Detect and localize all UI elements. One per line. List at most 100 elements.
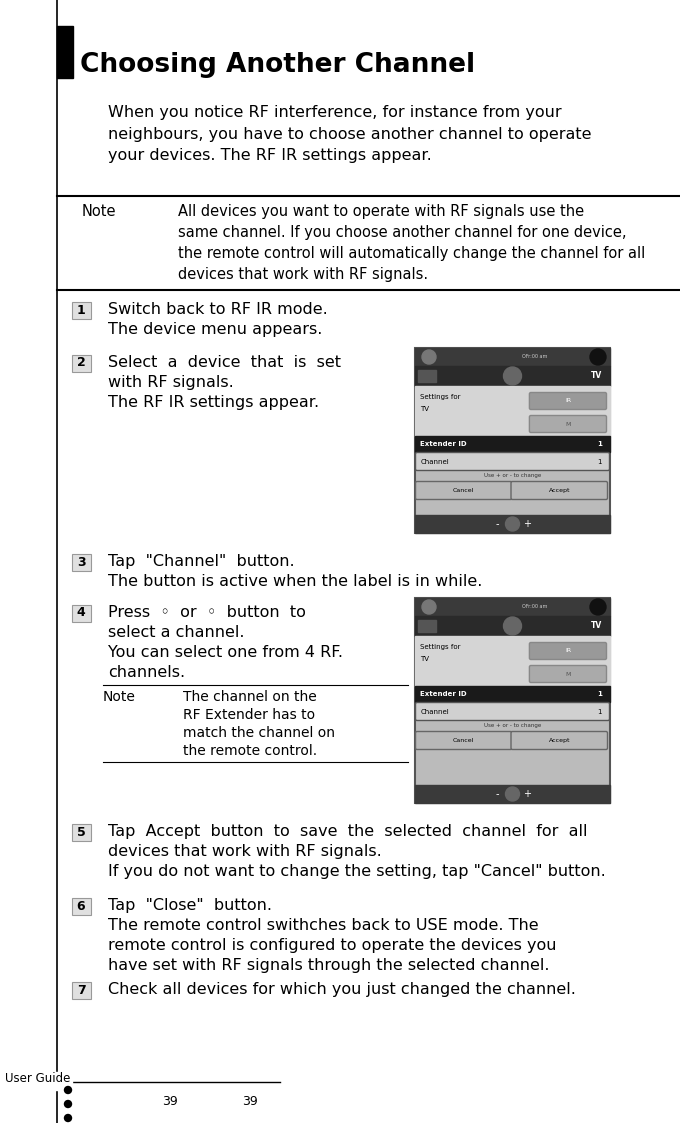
Bar <box>415 785 610 803</box>
Text: Note: Note <box>82 204 116 219</box>
FancyBboxPatch shape <box>530 416 607 432</box>
Circle shape <box>422 600 436 614</box>
Text: All devices you want to operate with RF signals use the
same channel. If you cho: All devices you want to operate with RF … <box>178 204 645 282</box>
FancyBboxPatch shape <box>71 554 90 570</box>
FancyBboxPatch shape <box>71 301 90 319</box>
Text: Extender ID: Extender ID <box>420 691 466 697</box>
Bar <box>415 515 610 533</box>
Text: Cancel: Cancel <box>453 489 475 493</box>
Text: Channel: Channel <box>421 709 449 714</box>
Circle shape <box>505 787 520 801</box>
Text: have set with RF signals through the selected channel.: have set with RF signals through the sel… <box>108 958 549 973</box>
FancyBboxPatch shape <box>511 731 607 749</box>
Text: 5: 5 <box>77 825 86 839</box>
Bar <box>415 366 610 386</box>
Circle shape <box>422 350 436 364</box>
Text: 2: 2 <box>77 356 86 369</box>
FancyBboxPatch shape <box>71 897 90 914</box>
Text: channels.: channels. <box>108 665 185 681</box>
Text: When you notice RF interference, for instance from your
neighbours, you have to : When you notice RF interference, for ins… <box>108 104 592 163</box>
Circle shape <box>503 617 522 634</box>
Text: Use + or - to change: Use + or - to change <box>484 473 541 477</box>
Text: 1: 1 <box>77 303 86 317</box>
Text: If you do not want to change the setting, tap "Cancel" button.: If you do not want to change the setting… <box>108 864 606 879</box>
Text: The button is active when the label is in while.: The button is active when the label is i… <box>108 574 482 588</box>
Bar <box>418 620 436 632</box>
Bar <box>415 617 610 636</box>
Text: TV: TV <box>420 656 429 661</box>
Text: OFr:00 am: OFr:00 am <box>522 355 547 359</box>
Bar <box>415 599 610 617</box>
Text: TV: TV <box>591 621 602 630</box>
Circle shape <box>65 1114 71 1122</box>
Text: TV: TV <box>420 407 429 412</box>
Text: Select  a  device  that  is  set: Select a device that is set <box>108 355 341 369</box>
FancyBboxPatch shape <box>415 703 609 721</box>
Text: You can select one from 4 RF.: You can select one from 4 RF. <box>108 645 343 660</box>
Text: 1: 1 <box>597 441 602 447</box>
Bar <box>415 348 610 366</box>
Text: select a channel.: select a channel. <box>108 626 245 640</box>
Text: 39: 39 <box>162 1095 178 1108</box>
Text: Switch back to RF IR mode.: Switch back to RF IR mode. <box>108 302 328 317</box>
FancyBboxPatch shape <box>71 823 90 840</box>
FancyBboxPatch shape <box>415 731 512 749</box>
FancyBboxPatch shape <box>530 666 607 683</box>
Text: Press  ◦  or  ◦  button  to: Press ◦ or ◦ button to <box>108 605 306 620</box>
Text: Cancel: Cancel <box>453 738 475 743</box>
FancyBboxPatch shape <box>511 482 607 500</box>
Text: Extender ID: Extender ID <box>420 441 466 447</box>
Text: the remote control.: the remote control. <box>183 745 317 758</box>
Text: Settings for: Settings for <box>420 394 460 400</box>
Text: 7: 7 <box>77 984 86 996</box>
Text: 1: 1 <box>598 709 602 714</box>
Text: IR: IR <box>565 399 571 403</box>
Text: Accept: Accept <box>549 489 570 493</box>
Bar <box>0 1072 72 1090</box>
Circle shape <box>505 517 520 531</box>
Text: Channel: Channel <box>421 458 449 465</box>
Text: devices that work with RF signals.: devices that work with RF signals. <box>108 844 381 859</box>
Text: Settings for: Settings for <box>420 643 460 650</box>
Text: The RF IR settings appear.: The RF IR settings appear. <box>108 395 319 410</box>
Text: M: M <box>565 672 571 676</box>
Text: Tap  "Channel"  button.: Tap "Channel" button. <box>108 554 294 569</box>
Text: Tap  "Close"  button.: Tap "Close" button. <box>108 898 272 913</box>
FancyBboxPatch shape <box>530 393 607 410</box>
Text: 4: 4 <box>77 606 86 620</box>
Text: Accept: Accept <box>549 738 570 743</box>
Text: -: - <box>496 519 499 529</box>
Text: 1: 1 <box>597 691 602 697</box>
Circle shape <box>65 1086 71 1094</box>
Text: M: M <box>565 421 571 427</box>
Text: The device menu appears.: The device menu appears. <box>108 322 322 337</box>
Text: with RF signals.: with RF signals. <box>108 375 234 390</box>
Text: TV: TV <box>591 372 602 381</box>
Text: The channel on the: The channel on the <box>183 690 317 704</box>
Bar <box>415 436 610 451</box>
FancyBboxPatch shape <box>415 453 609 471</box>
Text: 3: 3 <box>77 556 85 568</box>
Bar <box>418 369 436 382</box>
Circle shape <box>590 349 606 365</box>
Circle shape <box>590 599 606 615</box>
Text: RF Extender has to: RF Extender has to <box>183 707 315 722</box>
Text: Use + or - to change: Use + or - to change <box>484 722 541 728</box>
Text: Tap  Accept  button  to  save  the  selected  channel  for  all: Tap Accept button to save the selected c… <box>108 824 588 839</box>
Circle shape <box>503 367 522 385</box>
Text: -: - <box>496 789 499 798</box>
Text: +: + <box>524 789 532 798</box>
FancyBboxPatch shape <box>71 355 90 372</box>
Text: OFr:00 am: OFr:00 am <box>522 604 547 610</box>
Text: Check all devices for which you just changed the channel.: Check all devices for which you just cha… <box>108 982 576 997</box>
Bar <box>57 26 73 77</box>
Bar <box>415 686 610 702</box>
Text: 39: 39 <box>242 1095 258 1108</box>
Text: User Guide: User Guide <box>5 1072 70 1085</box>
Circle shape <box>65 1101 71 1107</box>
Text: 1: 1 <box>598 458 602 465</box>
Text: remote control is configured to operate the devices you: remote control is configured to operate … <box>108 938 556 953</box>
Bar <box>415 599 610 803</box>
Bar <box>415 636 610 686</box>
Text: Choosing Another Channel: Choosing Another Channel <box>80 52 475 77</box>
